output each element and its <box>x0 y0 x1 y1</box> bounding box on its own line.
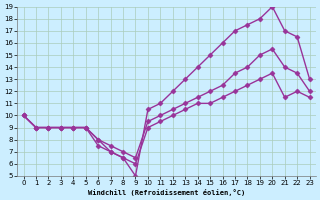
X-axis label: Windchill (Refroidissement éolien,°C): Windchill (Refroidissement éolien,°C) <box>88 189 245 196</box>
